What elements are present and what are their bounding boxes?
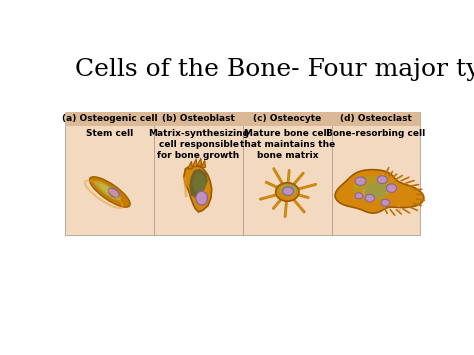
Ellipse shape xyxy=(363,189,365,191)
Bar xyxy=(332,112,420,126)
Ellipse shape xyxy=(377,176,387,184)
Text: Cells of the Bone- Four major types: Cells of the Bone- Four major types xyxy=(75,58,474,81)
Ellipse shape xyxy=(397,205,400,207)
Ellipse shape xyxy=(381,199,390,206)
Ellipse shape xyxy=(365,194,374,202)
Polygon shape xyxy=(201,160,206,167)
Ellipse shape xyxy=(365,183,388,198)
Ellipse shape xyxy=(99,183,118,197)
Ellipse shape xyxy=(385,192,388,194)
Bar xyxy=(243,112,332,235)
Ellipse shape xyxy=(91,178,129,206)
Polygon shape xyxy=(192,159,197,166)
Ellipse shape xyxy=(283,185,295,194)
Bar xyxy=(154,112,243,126)
Ellipse shape xyxy=(386,184,397,192)
Text: Bone-resorbing cell: Bone-resorbing cell xyxy=(327,129,426,138)
Polygon shape xyxy=(335,170,424,213)
Text: (a) Osteogenic cell: (a) Osteogenic cell xyxy=(62,114,158,123)
Polygon shape xyxy=(197,158,201,166)
Bar xyxy=(154,112,243,235)
Polygon shape xyxy=(188,161,192,169)
Ellipse shape xyxy=(94,180,121,201)
Ellipse shape xyxy=(353,176,392,201)
Ellipse shape xyxy=(378,181,380,183)
Ellipse shape xyxy=(362,191,364,193)
Ellipse shape xyxy=(280,184,297,197)
Bar xyxy=(332,112,420,235)
Ellipse shape xyxy=(399,209,401,211)
Text: Mature bone cell
that maintains the
bone matrix: Mature bone cell that maintains the bone… xyxy=(240,129,335,160)
Bar xyxy=(243,112,332,126)
Ellipse shape xyxy=(283,187,293,196)
Polygon shape xyxy=(184,166,212,212)
Ellipse shape xyxy=(108,188,119,197)
Bar xyxy=(65,112,154,235)
Ellipse shape xyxy=(355,177,366,185)
Polygon shape xyxy=(192,171,206,195)
Ellipse shape xyxy=(355,193,363,199)
Ellipse shape xyxy=(362,193,365,195)
Ellipse shape xyxy=(90,177,130,207)
Text: (d) Osteoclast: (d) Osteoclast xyxy=(340,114,412,123)
Text: Stem cell: Stem cell xyxy=(86,129,134,138)
Ellipse shape xyxy=(276,183,299,201)
Ellipse shape xyxy=(196,191,208,205)
Text: (c) Osteocyte: (c) Osteocyte xyxy=(253,114,321,123)
Text: Matrix-synthesizing
cell responsible
for bone growth: Matrix-synthesizing cell responsible for… xyxy=(148,129,249,160)
Text: (b) Osteoblast: (b) Osteoblast xyxy=(162,114,235,123)
Polygon shape xyxy=(189,169,208,198)
Bar xyxy=(65,112,154,126)
Ellipse shape xyxy=(382,174,384,176)
